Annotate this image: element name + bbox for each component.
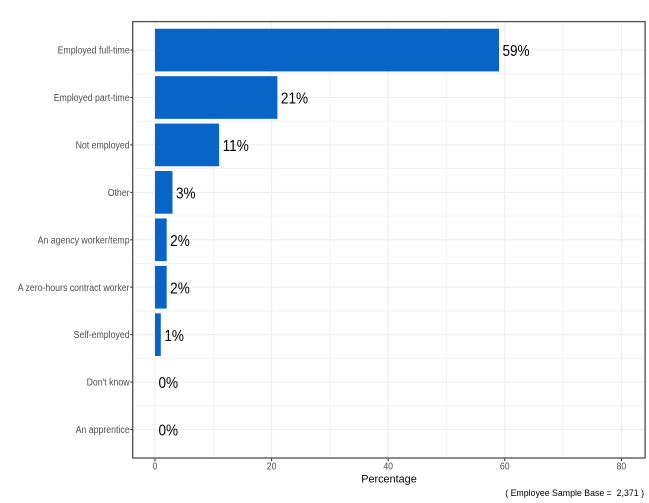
svg-text:21%: 21% <box>281 91 308 108</box>
svg-text:Employed full-time: Employed full-time <box>58 45 130 56</box>
svg-text:1%: 1% <box>164 328 184 345</box>
svg-text:Self-employed: Self-employed <box>74 330 130 341</box>
svg-text:60: 60 <box>500 461 510 472</box>
svg-text:20: 20 <box>267 461 277 472</box>
svg-text:0: 0 <box>153 461 158 472</box>
svg-text:2%: 2% <box>170 233 190 250</box>
svg-text:Employed part-time: Employed part-time <box>54 93 130 104</box>
svg-text:An agency worker/temp: An agency worker/temp <box>38 235 130 246</box>
svg-text:Not employed: Not employed <box>76 140 130 151</box>
svg-text:0%: 0% <box>158 375 178 392</box>
svg-text:3%: 3% <box>176 186 196 203</box>
svg-text:A zero-hours contract worker: A zero-hours contract worker <box>18 282 130 293</box>
svg-text:11%: 11% <box>223 138 249 155</box>
svg-text:80: 80 <box>617 461 627 472</box>
svg-text:40: 40 <box>383 461 393 472</box>
svg-text:Don't know: Don't know <box>87 377 130 388</box>
svg-text:Other: Other <box>108 187 130 198</box>
svg-text:( Employee Sample Base = 2,37: ( Employee Sample Base = 2,371 ) <box>505 488 644 498</box>
svg-text:2%: 2% <box>170 281 190 298</box>
svg-text:An apprentice: An apprentice <box>76 425 130 436</box>
svg-text:Percentage: Percentage <box>361 473 416 485</box>
svg-text:59%: 59% <box>502 43 529 60</box>
svg-text:0%: 0% <box>158 423 178 440</box>
